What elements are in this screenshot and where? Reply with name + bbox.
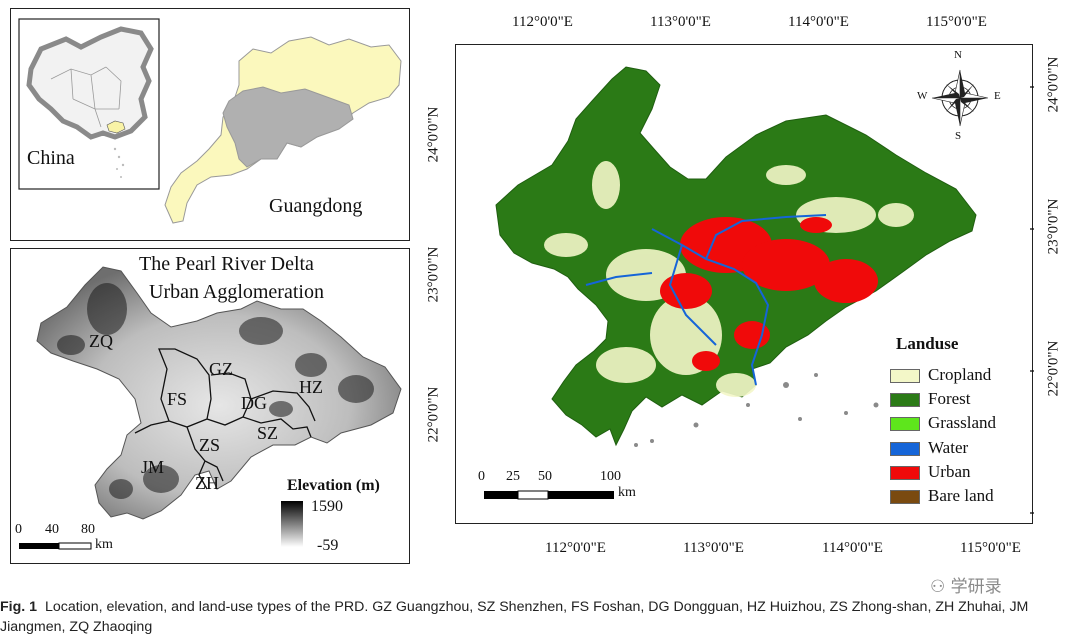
location-map xyxy=(18,18,402,224)
lat-label-left-24: 24°0'0"N xyxy=(425,106,442,163)
legend-label: Urban xyxy=(928,462,971,481)
legend-label: Forest xyxy=(928,389,971,408)
prd-scale-tick-80: 80 xyxy=(81,522,95,537)
legend-label: Grassland xyxy=(928,413,996,432)
legend-swatch xyxy=(890,417,920,431)
lon-label-bottom-115: 115°0'0"E xyxy=(960,540,1021,556)
landuse-scale-seg1 xyxy=(484,491,518,499)
watermark: ⚇ 学研录 xyxy=(930,572,1002,597)
prd-highlight xyxy=(222,86,354,168)
legend-swatch xyxy=(890,466,920,480)
city-sz: SZ xyxy=(257,423,279,443)
elevation-panel: The Pearl River Delta Urban Agglomeratio… xyxy=(10,248,410,564)
prd-scale-tick-0: 0 xyxy=(15,522,22,537)
landuse-urban-areas xyxy=(660,217,878,371)
city-boundaries xyxy=(134,348,316,490)
lat-label-left-22: 22°0'0"N xyxy=(425,386,442,443)
city-zs: ZS xyxy=(199,435,221,455)
compass-s: S xyxy=(955,130,962,142)
prd-scale-seg1 xyxy=(19,543,59,549)
legend-title: Landuse xyxy=(896,334,959,353)
city-fs: FS xyxy=(167,389,188,409)
city-gz: GZ xyxy=(209,359,233,379)
landuse-panel: N S E W 0 25 50 100 km xyxy=(455,44,1034,524)
lon-label-top-115: 115°0'0"E xyxy=(926,14,987,30)
landuse-scale-seg2 xyxy=(517,490,549,500)
elevation-map xyxy=(19,266,402,550)
lon-label-top-114: 114°0'0"E xyxy=(788,14,849,30)
compass-n: N xyxy=(954,49,962,61)
watermark-text: 学研录 xyxy=(950,577,1002,597)
caption-fig-label: Fig. 1 xyxy=(0,599,38,615)
city-dg: DG xyxy=(241,393,267,413)
lon-label-top-113: 113°0'0"E xyxy=(650,14,711,30)
location-panel: China Guangdong xyxy=(10,8,410,241)
legend-swatch xyxy=(890,369,920,383)
prd-title-line2: Urban Agglomeration xyxy=(149,281,324,303)
prd-region xyxy=(36,266,402,520)
prd-scale-seg2 xyxy=(58,542,92,550)
lon-label-bottom-112: 112°0'0"E xyxy=(545,540,606,556)
city-jm: JM xyxy=(141,457,165,477)
guangdong-highlight xyxy=(106,120,126,134)
city-hz: HZ xyxy=(299,377,323,397)
elevation-max: 1590 xyxy=(311,498,343,515)
prd-scale-tick-40: 40 xyxy=(45,522,59,537)
prd-title-line1: The Pearl River Delta xyxy=(139,253,314,275)
lat-label-right-22: 22°0'0"N xyxy=(1045,340,1062,397)
landuse-ticks xyxy=(1030,86,1034,514)
city-zq: ZQ xyxy=(89,331,113,351)
landuse-scale-seg3 xyxy=(548,491,614,499)
legend-swatch xyxy=(890,490,920,504)
landuse-rivers xyxy=(585,214,827,386)
landuse-scale-unit: km xyxy=(618,485,636,500)
elevation-min: -59 xyxy=(317,537,339,554)
figure-caption: Fig. 1 Location, elevation, and land-use… xyxy=(0,597,1080,637)
landuse-scale-tick-25: 25 xyxy=(506,469,520,484)
legend-swatch xyxy=(890,442,920,456)
elevation-colorbar xyxy=(281,501,303,547)
compass-w: W xyxy=(917,90,928,102)
landuse-scale-tick-100: 100 xyxy=(600,469,621,484)
prd-scale-unit: km xyxy=(95,537,113,552)
legend-label: Bare land xyxy=(928,486,994,505)
caption-text: Location, elevation, and land-use types … xyxy=(0,599,1029,635)
lat-label-left-23: 23°0'0"N xyxy=(425,246,442,303)
guangdong-label: Guangdong xyxy=(269,195,363,217)
compass-e: E xyxy=(994,90,1001,102)
legend-swatch xyxy=(890,393,920,407)
legend-label: Water xyxy=(928,438,969,457)
lat-label-right-23: 23°0'0"N xyxy=(1045,198,1062,255)
landuse-map xyxy=(484,66,1034,514)
wechat-icon: ⚇ xyxy=(930,577,946,597)
city-zh: ZH xyxy=(195,473,219,493)
compass-rose-icon xyxy=(931,69,989,127)
lon-label-bottom-114: 114°0'0"E xyxy=(822,540,883,556)
china-label: China xyxy=(27,147,75,169)
lon-label-top-112: 112°0'0"E xyxy=(512,14,573,30)
legend-label: Cropland xyxy=(928,365,992,384)
landuse-scale-tick-0: 0 xyxy=(478,469,485,484)
lon-label-bottom-113: 113°0'0"E xyxy=(683,540,744,556)
elevation-title: Elevation (m) xyxy=(287,477,380,494)
china-outline xyxy=(26,26,154,140)
lat-label-right-24: 24°0'0"N xyxy=(1045,56,1062,113)
landuse-scale-tick-50: 50 xyxy=(538,469,552,484)
